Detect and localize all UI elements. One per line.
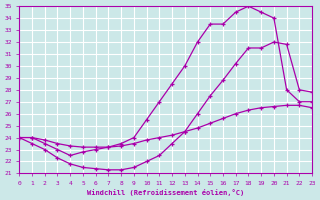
X-axis label: Windchill (Refroidissement éolien,°C): Windchill (Refroidissement éolien,°C)	[87, 189, 244, 196]
